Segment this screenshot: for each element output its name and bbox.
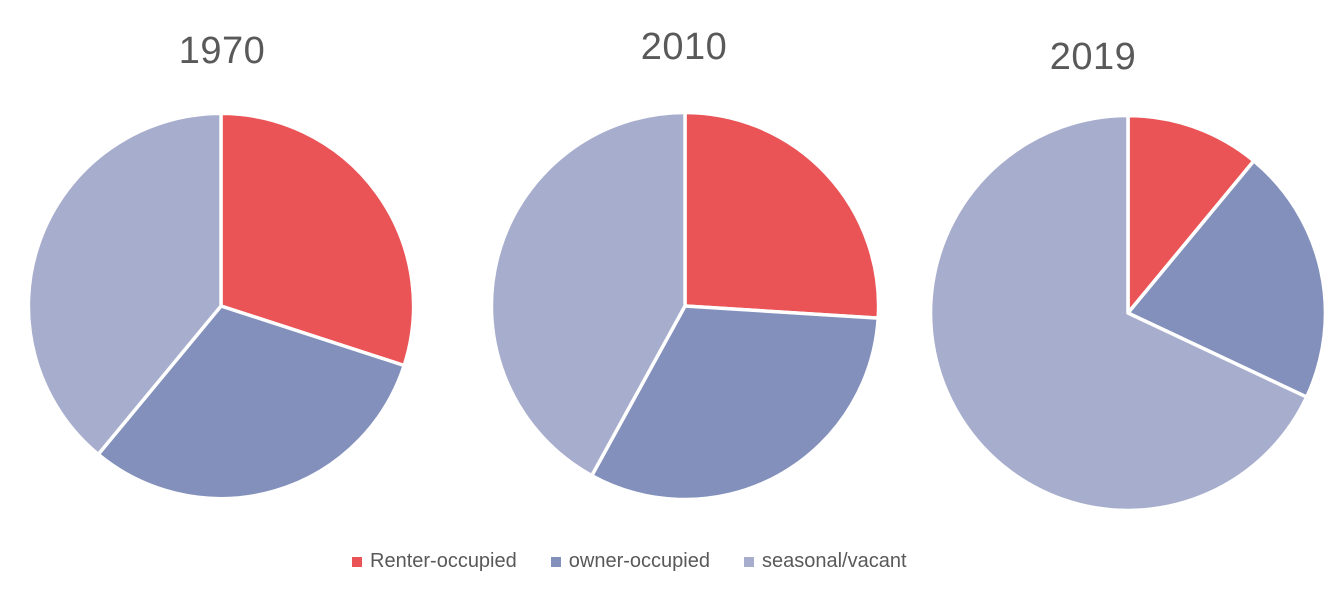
pie-chart-2010 — [489, 110, 881, 502]
pie-slice-seasonal-vacant — [489, 110, 687, 478]
legend-label-renter-occupied: Renter-occupied — [370, 550, 517, 572]
legend-item-renter-occupied: Renter-occupied — [352, 550, 517, 573]
legend-label-owner-occupied: owner-occupied — [568, 550, 710, 572]
legend-item-seasonal-vacant: seasonal/vacant — [743, 550, 907, 573]
legend-swatch-seasonal-vacant — [743, 556, 754, 567]
legend-swatch-owner-occupied — [550, 556, 561, 567]
pie-slice-owner-occupied — [1126, 159, 1328, 399]
pie-chart-1970 — [26, 111, 416, 501]
pie-chart-2019 — [928, 113, 1328, 513]
pie-slice-renter-occupied — [219, 111, 416, 368]
legend-swatch-renter-occupied — [352, 556, 362, 567]
pie-slice-owner-occupied — [590, 304, 880, 502]
pie-title-1970: 1970 — [178, 30, 266, 72]
pie-slice-renter-occupied — [1126, 113, 1256, 315]
chart-legend: Renter-occupied owner-occupied seasonal/… — [352, 550, 907, 573]
pie-title-2010: 2010 — [640, 26, 728, 68]
legend-label-seasonal-vacant: seasonal/vacant — [761, 550, 907, 572]
pie-title-2019: 2019 — [1049, 36, 1137, 78]
pie-slice-seasonal-vacant — [26, 111, 223, 457]
pie-slice-renter-occupied — [683, 110, 881, 320]
pie-slice-seasonal-vacant — [928, 113, 1309, 513]
pie-slice-owner-occupied — [96, 304, 406, 501]
legend-item-owner-occupied: owner-occupied — [550, 550, 710, 573]
